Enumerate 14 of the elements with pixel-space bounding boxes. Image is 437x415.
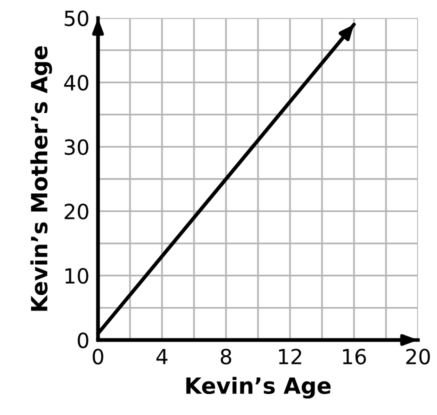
x-tick-label: 8 bbox=[220, 348, 232, 364]
x-tick-label: 16 bbox=[343, 348, 366, 364]
x-tick-label: 12 bbox=[279, 348, 302, 364]
y-tick-label: 50 bbox=[64, 10, 88, 26]
y-axis-title: Kevin’s Mother’s Age bbox=[30, 46, 52, 311]
y-tick-label: 0 bbox=[78, 332, 88, 348]
x-axis-title: Kevin’s Age bbox=[186, 376, 331, 399]
x-tick-label: 4 bbox=[156, 348, 168, 364]
y-tick-label: 30 bbox=[64, 139, 88, 156]
x-tick-label: 0 bbox=[92, 348, 104, 364]
y-tick-label: 20 bbox=[64, 204, 88, 220]
y-tick-label: 40 bbox=[64, 74, 88, 91]
y-tick-label: 10 bbox=[65, 268, 88, 284]
x-tick-label: 20 bbox=[406, 348, 430, 364]
